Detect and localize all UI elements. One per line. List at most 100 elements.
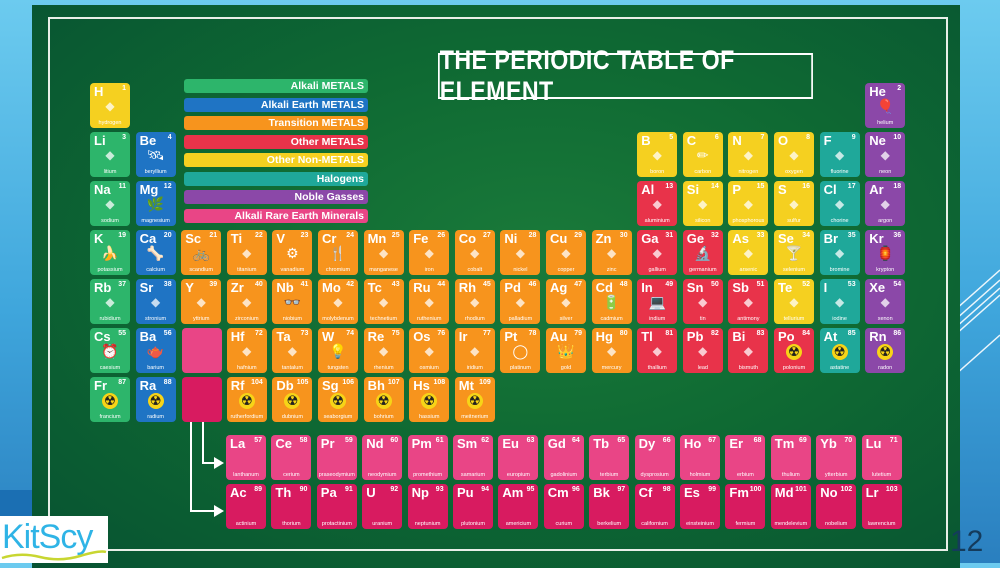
element-seaborgium: Sg 106 ☢ seaborgium	[318, 377, 358, 422]
element-francium: Fr 87 ☢ francium	[90, 377, 130, 422]
element-name: antimony	[737, 316, 760, 322]
element-samarium: Sm 62 samarium	[453, 435, 493, 480]
element-symbol: Pb	[686, 329, 704, 344]
radiation-icon: ☢	[774, 343, 814, 360]
disc-icon: ◆	[789, 295, 799, 309]
element-symbol: Y	[185, 280, 194, 295]
element-fermium: Fm 100 fermium	[725, 484, 766, 529]
element-symbol: Pd	[504, 280, 522, 295]
element-neon: Ne 10 ◆ neon	[865, 132, 906, 177]
element-symbol: Zn	[595, 231, 612, 246]
element-symbol: Eu	[502, 436, 520, 451]
element-bohrium: Bh 107 ☢ bohrium	[363, 377, 404, 422]
atomic-number: 91	[345, 486, 353, 493]
element-ytterbium: Yb 70 ytterbium	[816, 435, 857, 480]
element-radon: Rn 86 ☢ radon	[865, 328, 906, 373]
element-cerium: Ce 58 cerium	[271, 435, 312, 480]
element-symbol: Nb	[276, 280, 294, 295]
element-hafnium: Hf 72 ◆ hafnium	[226, 328, 267, 373]
element-lutetium: Lu 71 lutetium	[861, 435, 902, 480]
spray-can-icon: ◆	[652, 344, 662, 358]
atomic-number: 100	[749, 486, 762, 493]
atomic-number: 40	[255, 281, 263, 288]
atomic-number: 73	[300, 330, 309, 337]
element-nickel: Ni 28 ◆ nickel	[500, 230, 541, 275]
element-oxygen: O 8 ◆ oxygen	[774, 132, 814, 177]
element-name: sodium	[101, 218, 119, 224]
matchbox-icon: ◆	[743, 197, 753, 211]
element-name: tungsten	[327, 365, 349, 371]
tin-can-icon: ◆	[698, 295, 708, 309]
atomic-number: 85	[847, 330, 856, 337]
element-holmium: Ho 67 holmium	[680, 435, 720, 480]
element-meitnerium: Mt 109 ☢ meitnerium	[454, 377, 495, 422]
bone-icon: 🦴	[146, 245, 165, 261]
guitar-pick-icon: ◆	[333, 295, 343, 309]
atomic-number: 48	[619, 281, 628, 288]
atomic-number: 64	[572, 437, 580, 444]
atomic-number: 67	[708, 437, 716, 444]
bicycle-icon: 🚲	[192, 245, 210, 261]
legend-item: Alkali Rare Earth Minerals	[184, 208, 368, 223]
element-name: xenon	[877, 316, 893, 322]
atomic-number: 95	[526, 486, 535, 493]
dynamite-icon: ◆	[743, 148, 753, 162]
element-name: copper	[557, 267, 575, 273]
page-title: THE PERIODIC TABLE OF ELEMENT	[438, 45, 813, 106]
element-name: tantalum	[281, 365, 303, 371]
legend-item: Other Non-METALS	[184, 153, 368, 167]
element-sodium: Na 11 ◆ sodium	[90, 181, 130, 226]
element-symbol: Sc	[185, 231, 202, 246]
element-name: erbium	[736, 472, 754, 478]
element-symbol: H	[94, 84, 104, 99]
element-name: mercury	[601, 365, 622, 371]
page-number: 12	[950, 525, 984, 558]
element-aluminium: Al 13 ◆ aluminium	[637, 181, 678, 226]
element-rubidium: Rb 37 ◆ rubidium	[90, 279, 130, 324]
radiation-icon: ☢	[455, 392, 495, 409]
element-name: manganese	[369, 267, 398, 273]
element-name: neptunium	[414, 521, 441, 527]
element-name: polonium	[782, 365, 806, 371]
brick-icon: ◆	[743, 295, 753, 309]
element-name: calcium	[146, 267, 165, 273]
element-name: meitnerium	[461, 414, 489, 420]
atomic-number: 60	[390, 437, 399, 444]
element-dubnium: Db 105 ☢ dubnium	[272, 377, 313, 422]
element-stronium: Sr 38 ◆ stronium	[135, 279, 176, 324]
element-symbol: Al	[641, 182, 655, 197]
element-sulfur: S 16 ◆ sulfur	[774, 181, 814, 226]
atomic-number: 94	[481, 486, 489, 493]
element-name: hydrogen	[98, 120, 122, 126]
element-name: seaborgium	[323, 414, 353, 420]
element-name: rutherfordium	[230, 414, 264, 420]
element-neptunium: Np 93 neptunium	[407, 484, 448, 529]
spoon-icon: ◆	[561, 295, 571, 309]
element-symbol: Te	[778, 280, 793, 295]
atomic-number: 53	[847, 281, 856, 288]
element-name: iodine	[832, 316, 847, 322]
atomic-number: 44	[437, 281, 446, 288]
element-symbol: Ti	[230, 231, 243, 246]
element-symbol: U	[366, 485, 376, 500]
atomic-number: 108	[433, 379, 446, 386]
element-name: gold	[560, 365, 572, 371]
atomic-number: 106	[342, 379, 354, 386]
element-name: tellurium	[783, 316, 805, 322]
element-rhodium: Rh 45 ◆ rhodium	[454, 279, 495, 324]
legend-item: Noble Gasses	[184, 190, 368, 204]
atomic-number: 83	[756, 330, 765, 337]
atomic-number: 1	[122, 85, 126, 92]
logo-wave-icon	[1, 550, 107, 561]
atomic-number: 29	[574, 232, 582, 239]
element-californium: Cf 98 californium	[634, 484, 675, 529]
element-name: promethium	[413, 472, 443, 478]
element-symbol: Ge	[686, 231, 705, 246]
radiation-icon: ☢	[865, 343, 905, 360]
element-symbol: Mo	[322, 280, 341, 295]
atomic-number: 34	[802, 232, 810, 239]
satellite-icon: 🛰	[146, 147, 165, 163]
element-chorine: Cl 17 ◆ chorine	[819, 181, 860, 226]
element-hassium: Hs 108 ☢ hassium	[409, 377, 450, 422]
element-name: chorine	[830, 218, 849, 224]
